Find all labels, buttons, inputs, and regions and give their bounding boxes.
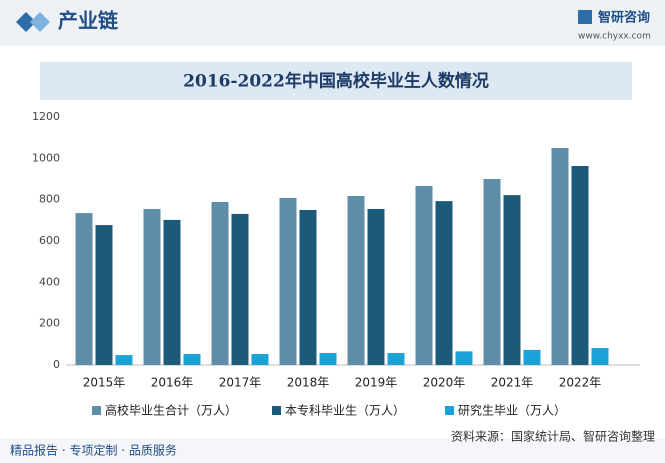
legend-swatch (92, 406, 101, 415)
x-tick-label: 2016年 (151, 376, 194, 390)
bar (183, 354, 201, 365)
bar (367, 208, 385, 365)
bar (571, 165, 589, 365)
bar (387, 353, 405, 365)
bar (503, 195, 521, 365)
header-band (0, 0, 665, 46)
y-tick-label: 200 (39, 317, 60, 330)
x-tick-label: 2015年 (83, 376, 126, 390)
bar (591, 348, 609, 365)
logo-icon (578, 10, 592, 24)
bar (523, 349, 541, 365)
footer-slogan: 精品报告 · 专项定制 · 品质服务 (10, 443, 177, 458)
bar (231, 213, 249, 365)
header-icon (16, 12, 36, 32)
bar (483, 179, 501, 365)
y-tick-label: 0 (53, 358, 60, 371)
x-tick-label: 2022年 (559, 376, 602, 390)
logo-url: www.chyxx.com (578, 32, 651, 42)
bar (435, 201, 453, 365)
legend-label: 本专科毕业生（万人） (285, 403, 405, 418)
y-tick-label: 400 (39, 275, 60, 288)
header-icon (30, 12, 50, 32)
bar (163, 219, 181, 365)
bar (455, 351, 473, 365)
y-tick-label: 1000 (32, 151, 60, 164)
bar (279, 198, 297, 365)
title-box (40, 62, 632, 100)
bar (415, 186, 433, 365)
x-tick-label: 2017年 (219, 376, 262, 390)
bar (319, 353, 337, 365)
x-tick-label: 2019年 (355, 376, 398, 390)
legend-swatch (272, 406, 281, 415)
footer-source: 资料来源：国家统计局、智研咨询整理 (451, 429, 655, 444)
bar (299, 210, 317, 365)
chart-title: 2016-2022年中国高校毕业生人数情况 (183, 71, 489, 92)
bar (143, 208, 161, 365)
bar (75, 213, 93, 365)
y-tick-label: 1200 (32, 110, 60, 123)
y-tick-label: 600 (39, 234, 60, 247)
bar (211, 201, 229, 365)
bar (551, 148, 569, 365)
y-tick-label: 800 (39, 193, 60, 206)
legend-label: 高校毕业生合计（万人） (105, 403, 237, 418)
x-tick-label: 2018年 (287, 376, 330, 390)
bar (95, 225, 113, 365)
x-tick-label: 2020年 (423, 376, 466, 390)
footer-band (0, 438, 665, 463)
bar (115, 355, 133, 365)
logo-name: 智研咨询 (598, 10, 650, 26)
x-tick-label: 2021年 (491, 376, 534, 390)
bar (347, 195, 365, 365)
bar (251, 354, 269, 365)
legend-swatch (445, 406, 454, 415)
legend-label: 研究生毕业（万人） (458, 403, 566, 418)
header-title: 产业链 (58, 9, 119, 33)
